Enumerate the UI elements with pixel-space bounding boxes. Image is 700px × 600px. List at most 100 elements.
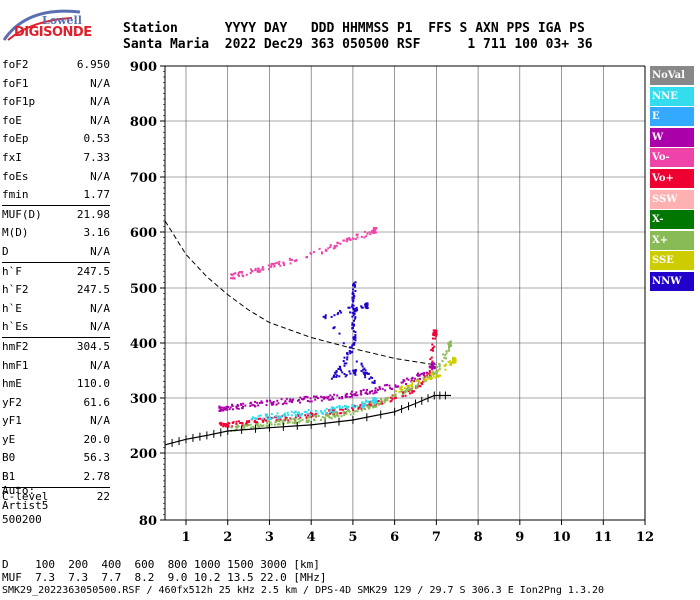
logo-swoosh-icon (2, 9, 81, 41)
echo-point (281, 403, 284, 406)
echo-point (336, 313, 339, 316)
echo-point (428, 374, 431, 377)
echo-point (351, 315, 354, 318)
echo-point (370, 400, 373, 403)
param-name: h`F2 (2, 283, 29, 297)
echo-point (355, 360, 358, 363)
echo-point (422, 380, 424, 383)
legend-item: NNW (650, 271, 694, 291)
echo-point (388, 384, 391, 387)
echo-point (443, 356, 446, 359)
echo-point (391, 397, 394, 400)
echo-point (340, 369, 342, 372)
echo-point (332, 398, 335, 401)
echo-point (342, 410, 345, 413)
echo-point (290, 418, 293, 421)
echo-point (257, 270, 260, 273)
echo-point (256, 401, 259, 404)
echo-point (272, 262, 275, 265)
echo-point (444, 354, 447, 357)
echo-point (352, 237, 355, 240)
echo-point (341, 406, 344, 409)
echo-point (351, 403, 354, 406)
echo-point (368, 377, 371, 380)
echo-point (249, 272, 252, 274)
echo-point (219, 406, 222, 409)
echo-point (319, 419, 322, 421)
echo-point (416, 379, 419, 382)
echo-point (355, 306, 358, 309)
echo-point (336, 394, 339, 397)
echo-point (257, 426, 260, 429)
echo-point (299, 401, 301, 404)
echo-point (366, 372, 369, 375)
echo-point (368, 392, 371, 395)
echo-point (328, 398, 331, 401)
echo-point (435, 373, 438, 376)
echo-point (340, 408, 343, 411)
echo-point (266, 422, 269, 425)
param-value: N/A (90, 301, 110, 315)
echo-point (309, 397, 312, 400)
echo-point (236, 403, 239, 406)
echo-point (364, 399, 367, 402)
x-tick-label: 9 (515, 530, 524, 545)
echo-point (438, 367, 441, 370)
echo-point (299, 396, 302, 399)
param-value: 21.98 (76, 207, 110, 221)
echo-point (307, 416, 310, 419)
param-value: N/A (90, 414, 110, 428)
echo-point (337, 312, 340, 314)
echo-point (235, 405, 238, 408)
echo-point (235, 420, 238, 423)
echo-point (445, 363, 447, 366)
echo-point (315, 412, 318, 415)
echo-point (306, 413, 309, 415)
echo-point (341, 397, 344, 400)
echo-point (367, 400, 370, 403)
echo-point (434, 335, 437, 338)
echo-point (398, 390, 401, 393)
echo-point (394, 384, 397, 387)
echo-point (349, 352, 352, 355)
echo-point (394, 395, 397, 398)
echo-point (372, 381, 375, 384)
echo-point (252, 425, 255, 428)
legend-item: SSE (650, 251, 694, 271)
echo-point (374, 399, 377, 402)
echo-point (334, 372, 337, 375)
echo-point (335, 370, 338, 373)
echo-point (337, 415, 340, 417)
echo-point (354, 393, 357, 396)
param-value: 20.0 (83, 432, 111, 446)
echo-point (449, 363, 452, 366)
echo-point (372, 392, 375, 395)
echo-point (305, 395, 308, 398)
echo-point (360, 305, 363, 308)
echo-point (341, 371, 344, 374)
echo-point (377, 388, 379, 391)
echo-point (368, 406, 371, 409)
echo-point (373, 401, 376, 404)
echo-point (294, 417, 297, 420)
echo-point (349, 413, 352, 416)
echo-point (245, 421, 248, 424)
echo-point (353, 295, 356, 298)
echo-point (369, 376, 372, 379)
echo-point (231, 403, 233, 406)
echo-point (334, 246, 337, 249)
echo-point (294, 416, 297, 419)
echo-point (407, 388, 410, 391)
echo-point (410, 384, 413, 387)
echo-point (282, 414, 285, 417)
echo-point (364, 401, 367, 404)
echo-point (389, 396, 392, 399)
param-value: N/A (90, 244, 110, 258)
echo-point (300, 413, 303, 416)
echo-point (402, 391, 404, 394)
echo-point (364, 404, 367, 407)
echo-point (354, 339, 357, 342)
echo-point (330, 406, 333, 409)
echo-point (355, 391, 358, 394)
param-value: N/A (90, 169, 110, 183)
